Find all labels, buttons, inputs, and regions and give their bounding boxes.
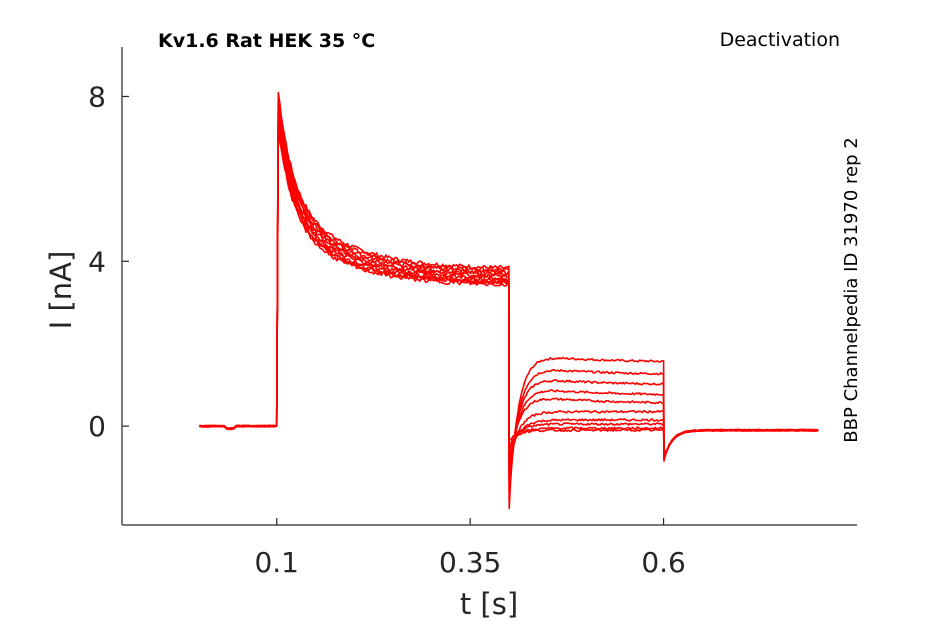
current-trace (199, 130, 819, 453)
chart-title: Kv1.6 Rat HEK 35 °C (158, 30, 375, 52)
x-tick-label: 0.1 (254, 546, 299, 579)
x-ticks: 0.1 0.35 0.6 (254, 518, 686, 579)
y-tick-label: 8 (88, 80, 106, 113)
y-tick-label: 4 (88, 245, 106, 278)
current-traces (199, 91, 819, 510)
x-tick-label: 0.35 (439, 546, 501, 579)
source-label: BBP Channelpedia ID 31970 rep 2 (841, 137, 862, 442)
x-axis-label: t [s] (460, 587, 518, 621)
chart-subtitle: Deactivation (720, 29, 840, 51)
y-axis-label: I [nA] (44, 251, 78, 330)
x-tick-label: 0.6 (641, 546, 686, 579)
y-ticks: 0 4 8 (88, 80, 129, 443)
y-tick-label: 0 (88, 410, 106, 443)
